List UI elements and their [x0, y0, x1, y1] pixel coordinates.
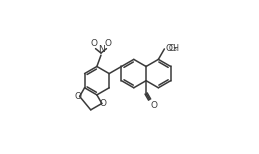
Text: CH: CH: [169, 44, 180, 53]
Text: O: O: [165, 44, 172, 53]
Text: O: O: [90, 39, 97, 48]
Text: O: O: [100, 99, 107, 108]
Text: O: O: [75, 92, 82, 101]
Text: O: O: [105, 39, 112, 48]
Text: 3: 3: [172, 47, 176, 52]
Text: O: O: [150, 101, 157, 110]
Text: N: N: [98, 45, 104, 54]
